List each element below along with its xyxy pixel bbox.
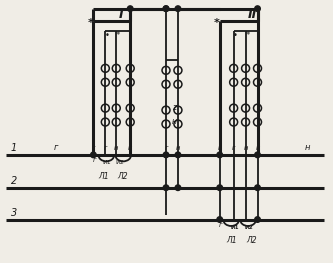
Text: Л2: Л2 [117, 172, 128, 181]
Text: И1: И1 [230, 225, 239, 230]
Text: •: • [233, 32, 238, 41]
Text: И2: И2 [244, 225, 253, 230]
Circle shape [175, 185, 181, 190]
Text: Л1: Л1 [226, 236, 237, 245]
Circle shape [255, 6, 260, 11]
Text: н: н [255, 145, 260, 151]
Circle shape [175, 152, 181, 158]
Circle shape [91, 152, 96, 158]
Text: *: * [116, 32, 121, 41]
Text: н: н [304, 143, 310, 152]
Text: Л2: Л2 [246, 236, 257, 245]
Text: н: н [114, 145, 119, 151]
Circle shape [175, 6, 181, 11]
Text: II: II [247, 8, 257, 21]
Circle shape [217, 152, 222, 158]
Circle shape [128, 6, 133, 11]
Text: *: * [88, 18, 93, 28]
Text: И1: И1 [230, 225, 239, 230]
Circle shape [255, 217, 260, 222]
Text: 3: 3 [11, 208, 17, 218]
Text: г: г [53, 143, 58, 152]
Text: И2: И2 [244, 225, 253, 230]
Circle shape [163, 152, 169, 158]
Text: г: г [164, 145, 168, 151]
Text: И2: И2 [115, 160, 124, 165]
Text: 2: 2 [11, 176, 17, 186]
Circle shape [163, 185, 169, 190]
Text: г: г [219, 221, 222, 227]
Text: z: z [172, 103, 176, 112]
Text: И1: И1 [102, 160, 111, 165]
Circle shape [255, 185, 260, 190]
Text: н: н [176, 145, 180, 151]
Text: *: * [214, 18, 220, 28]
Text: н: н [128, 145, 133, 151]
Circle shape [217, 217, 222, 222]
Text: н: н [171, 117, 176, 126]
Text: *: * [245, 32, 250, 41]
Text: •: • [105, 32, 110, 41]
Text: г: г [93, 157, 96, 163]
Text: I: I [118, 8, 123, 21]
Circle shape [217, 185, 222, 190]
Circle shape [255, 152, 260, 158]
Circle shape [163, 6, 169, 11]
Text: н: н [243, 145, 248, 151]
Text: г: г [92, 145, 95, 151]
Text: г: г [104, 145, 107, 151]
Text: Л1: Л1 [98, 172, 109, 181]
Text: 1: 1 [11, 143, 17, 153]
Text: г: г [232, 145, 235, 151]
Text: г: г [218, 145, 221, 151]
Circle shape [163, 6, 169, 11]
